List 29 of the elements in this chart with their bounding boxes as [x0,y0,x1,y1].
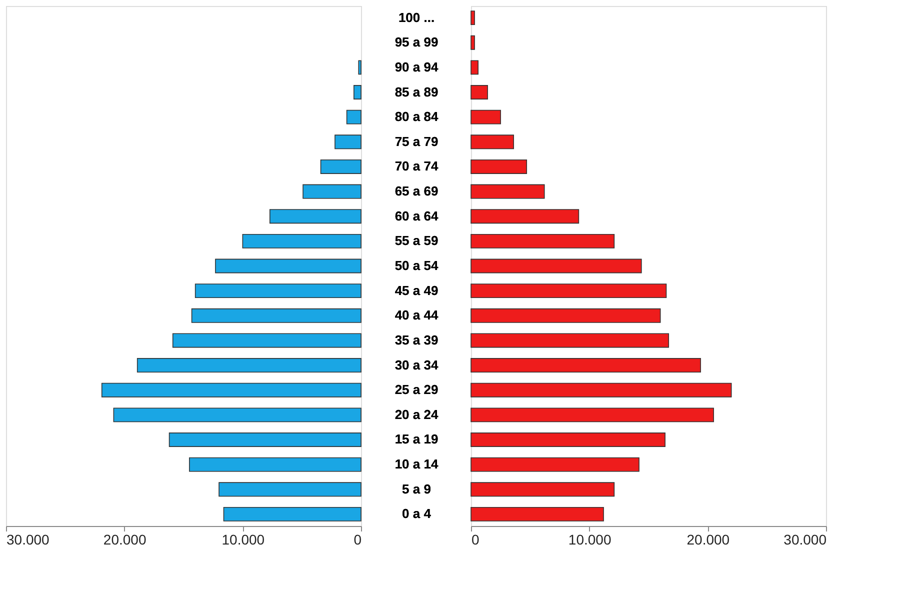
x-tick-label: 20.000 [686,532,730,548]
y-tick-label: 55 a 59 [394,233,438,248]
y-tick-label: 45 a 49 [394,282,438,298]
y-tick-label: 95 a 99 [394,34,438,50]
y-tick-label: 90 a 94 [394,59,439,74]
y-tick-label: 65 a 69 [394,184,438,199]
x-tick-label: 30.000 [6,532,50,548]
x-tick-label: 20.000 [103,532,146,548]
y-tick-label: 0 a 4 [402,506,432,522]
x-tick-label: 0 [354,532,362,548]
y-tick-label: 50 a 54 [394,258,439,273]
x-tick-label: 0 [472,532,480,548]
x-tick-label: 30.000 [784,532,827,548]
y-tick-label: 100 ... [398,10,435,25]
y-tick-label: 80 a 84 [394,109,439,124]
x-tick-label: 10.000 [568,532,612,548]
y-tick-label: 30 a 34 [394,357,439,372]
x-tick-label: 10.000 [222,532,265,548]
y-tick-label: 70 a 74 [394,158,439,174]
y-tick-label: 35 a 39 [394,332,438,348]
y-tick-label: 10 a 14 [394,456,439,472]
y-tick-label: 85 a 89 [394,84,438,100]
y-tick-label: 5 a 9 [402,481,431,496]
y-tick-label: 15 a 19 [394,432,438,447]
y-tick-label: 40 a 44 [394,308,439,323]
y-tick-label: 20 a 24 [394,406,439,422]
y-tick-label: 25 a 29 [394,382,438,398]
y-tick-label: 60 a 64 [394,208,439,224]
y-tick-label: 75 a 79 [394,134,438,149]
